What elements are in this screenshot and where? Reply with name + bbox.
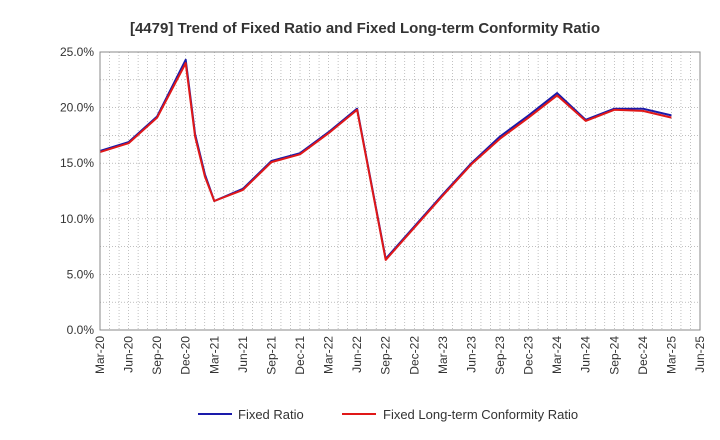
x-tick-label: Jun-20 xyxy=(122,336,136,373)
y-axis: 0.0% 5.0% 10.0% 15.0% 20.0% 25.0% xyxy=(60,45,94,337)
series-line-1 xyxy=(99,62,672,261)
x-tick-label: Dec-22 xyxy=(407,336,421,375)
grid xyxy=(100,52,700,330)
x-tick-label: Jun-24 xyxy=(579,336,593,373)
plot-frame xyxy=(99,51,701,331)
y-tick-label: 0.0% xyxy=(67,323,95,337)
x-tick-label: Jun-21 xyxy=(236,336,250,373)
x-tick-label: Dec-21 xyxy=(293,336,307,375)
x-tick-label: Sep-23 xyxy=(493,336,507,375)
x-tick-label: Jun-22 xyxy=(350,336,364,373)
y-tick-label: 25.0% xyxy=(60,45,94,59)
x-tick-label: Sep-21 xyxy=(264,336,278,375)
legend: Fixed Ratio Fixed Long-term Conformity Ra… xyxy=(198,407,578,422)
x-tick-label: Sep-22 xyxy=(379,336,393,375)
x-tick-label: Jun-23 xyxy=(464,336,478,373)
legend-label-1: Fixed Long-term Conformity Ratio xyxy=(383,407,578,422)
series-line-0 xyxy=(99,58,672,260)
y-tick-label: 20.0% xyxy=(60,101,94,115)
x-tick-label: Jun-25 xyxy=(693,336,707,373)
x-tick-label: Dec-24 xyxy=(636,336,650,375)
series-lines xyxy=(99,58,672,261)
y-tick-label: 10.0% xyxy=(60,212,94,226)
x-tick-label: Mar-20 xyxy=(93,336,107,374)
y-tick-label: 15.0% xyxy=(60,156,94,170)
x-tick-label: Sep-20 xyxy=(150,336,164,375)
x-tick-label: Mar-25 xyxy=(664,336,678,374)
x-axis: Mar-20 Jun-20 Sep-20 Dec-20 Mar-21 Jun-21 Sep-… xyxy=(93,336,707,375)
x-tick-label: Mar-23 xyxy=(436,336,450,374)
x-tick-label: Sep-24 xyxy=(607,336,621,375)
x-tick-label: Mar-22 xyxy=(322,336,336,374)
y-tick-label: 5.0% xyxy=(67,267,95,281)
chart-title: [4479] Trend of Fixed Ratio and Fixed Lo… xyxy=(130,20,600,37)
x-tick-label: Dec-20 xyxy=(179,336,193,375)
x-tick-label: Mar-21 xyxy=(207,336,221,374)
x-tick-label: Mar-24 xyxy=(550,336,564,374)
legend-label-0: Fixed Ratio xyxy=(238,407,304,422)
x-tick-label: Dec-23 xyxy=(522,336,536,375)
